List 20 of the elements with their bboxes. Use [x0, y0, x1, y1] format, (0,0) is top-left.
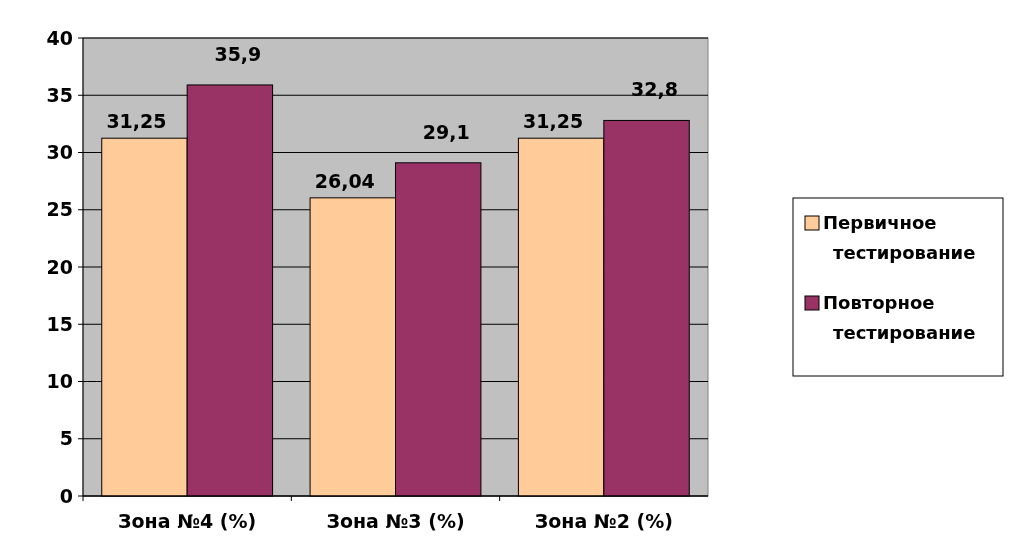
- x-tick-label: Зона №2 (%): [534, 510, 673, 532]
- y-tick-label: 20: [46, 255, 73, 278]
- data-label: 26,04: [314, 169, 375, 192]
- y-tick-label: 35: [46, 83, 73, 106]
- data-label: 31,25: [106, 110, 167, 133]
- y-tick-label: 0: [59, 484, 73, 507]
- y-tick-label: 10: [46, 370, 73, 393]
- legend-label: Первичное тестирование: [823, 212, 976, 263]
- data-label: 29,1: [422, 120, 470, 143]
- x-tick-label: Зона №3 (%): [326, 510, 465, 532]
- data-label: 32,8: [631, 78, 678, 101]
- data-label: 31,25: [523, 110, 584, 133]
- y-tick-label: 25: [46, 198, 73, 221]
- y-tick-label: 30: [46, 141, 73, 164]
- y-tick-label: 40: [46, 26, 73, 49]
- legend-label: Повторное тестирование: [823, 292, 976, 343]
- x-tick-label: Зона №4 (%): [118, 510, 257, 532]
- data-label: 35,9: [214, 42, 262, 65]
- y-tick-label: 5: [59, 427, 73, 450]
- y-tick-label: 15: [46, 312, 73, 335]
